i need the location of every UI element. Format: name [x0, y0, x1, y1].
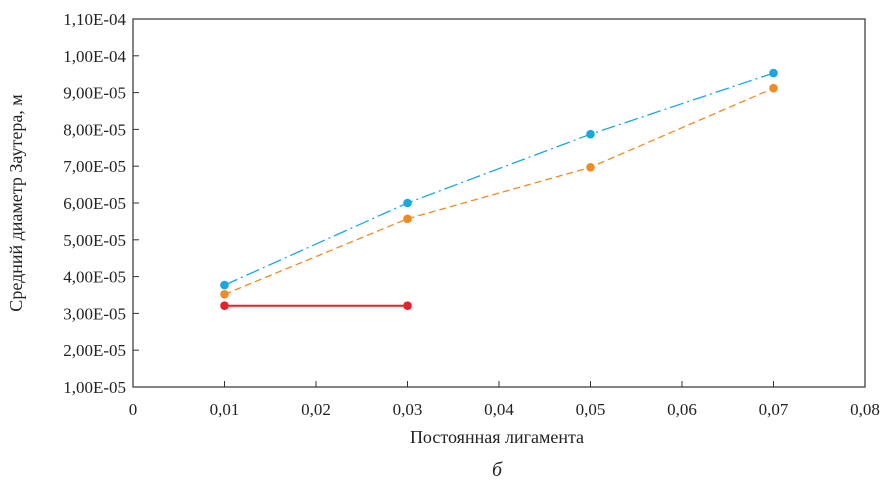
- y-tick-label: 7,00E-05: [63, 157, 126, 176]
- y-tick-label: 2,00E-05: [63, 341, 126, 360]
- y-tick-label: 6,00E-05: [63, 194, 126, 213]
- series-2-line: [224, 87, 774, 295]
- series-1-point: [586, 129, 595, 139]
- series-1-point: [403, 198, 412, 208]
- series-group: [220, 68, 778, 310]
- series-2-point: [403, 214, 412, 224]
- series-2-point: [769, 83, 778, 93]
- series-3-point: [403, 301, 412, 310]
- y-tick-label: 9,00E-05: [63, 84, 126, 103]
- y-axis-ticks: 1,00E-05 2,00E-05 3,00E-05 4,00E-05 5,00E-05…: [63, 10, 139, 397]
- y-tick-label: 1,00E-04: [63, 47, 126, 66]
- y-tick-label: 8,00E-05: [63, 120, 126, 139]
- x-tick-label: 0,03: [393, 400, 423, 419]
- x-axis-label: Постоянная лигамента: [410, 427, 584, 447]
- x-tick-label: 0,07: [759, 400, 789, 419]
- y-tick-label: 5,00E-05: [63, 231, 126, 250]
- y-tick-label: 3,00E-05: [63, 304, 126, 323]
- series-1-point: [769, 68, 778, 78]
- x-tick-label: 0: [129, 400, 138, 419]
- series-2-point: [220, 289, 229, 299]
- series-3-point: [220, 301, 229, 310]
- y-tick-label: 4,00E-05: [63, 268, 126, 287]
- x-tick-label: 0,01: [210, 400, 240, 419]
- y-axis-label: Средний диаметр Заутера, м: [6, 94, 26, 311]
- x-tick-label: 0,06: [667, 400, 697, 419]
- series-1-line: [224, 72, 774, 286]
- y-tick-label: 1,10E-04: [63, 10, 126, 29]
- series-2-point: [586, 163, 595, 172]
- figure-caption: б: [492, 459, 503, 481]
- plot-area-frame: [132, 18, 866, 388]
- x-axis-ticks: 0 0,01 0,02 0,03 0,04 0,05 0,06 0,07 0,08: [129, 381, 880, 419]
- series-1-point: [220, 280, 229, 290]
- x-tick-label: 0,02: [301, 400, 331, 419]
- x-tick-label: 0,08: [850, 400, 880, 419]
- y-tick-label: 1,00E-05: [63, 378, 126, 397]
- x-tick-label: 0,04: [484, 400, 514, 419]
- x-tick-label: 0,05: [576, 400, 606, 419]
